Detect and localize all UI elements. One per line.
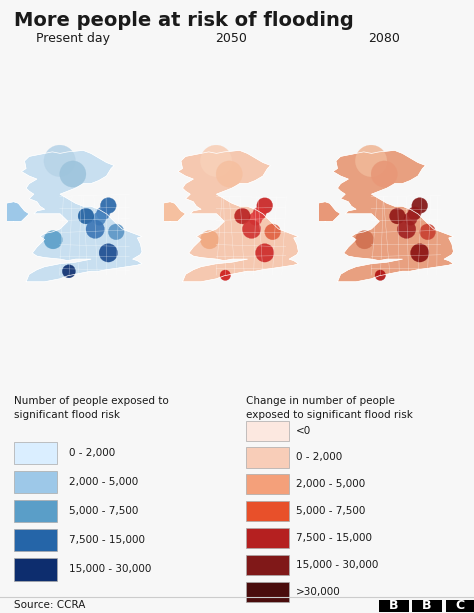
Circle shape (264, 224, 281, 240)
Text: 5,000 - 7,500: 5,000 - 7,500 (69, 506, 138, 516)
Circle shape (100, 197, 116, 213)
Text: 2,000 - 5,000: 2,000 - 5,000 (69, 477, 138, 487)
Polygon shape (0, 202, 29, 221)
Bar (14, 529, 57, 552)
Circle shape (371, 161, 397, 187)
Circle shape (390, 208, 405, 224)
Text: More people at risk of flooding: More people at risk of flooding (14, 11, 354, 30)
Text: C: C (456, 599, 465, 612)
Circle shape (44, 145, 75, 177)
Bar (246, 474, 289, 495)
Bar (14, 442, 57, 464)
Circle shape (356, 230, 374, 249)
Text: <0: <0 (296, 425, 311, 436)
Circle shape (420, 224, 436, 240)
Bar (246, 447, 289, 468)
Circle shape (242, 220, 261, 238)
Text: 2,000 - 5,000: 2,000 - 5,000 (296, 479, 365, 489)
Polygon shape (333, 150, 454, 282)
Text: 15,000 - 30,000: 15,000 - 30,000 (296, 560, 379, 570)
Bar (14, 558, 57, 581)
Circle shape (216, 161, 242, 187)
Circle shape (249, 212, 262, 226)
Circle shape (62, 265, 75, 278)
Text: Number of people exposed to
significant flood risk: Number of people exposed to significant … (14, 396, 169, 420)
Circle shape (108, 224, 124, 240)
Bar (412, 600, 442, 612)
Bar (446, 600, 474, 612)
Bar (246, 528, 289, 548)
Text: 7,500 - 15,000: 7,500 - 15,000 (296, 533, 372, 543)
Text: 2080: 2080 (368, 32, 400, 45)
Circle shape (412, 197, 428, 213)
Circle shape (60, 161, 86, 187)
Circle shape (408, 207, 421, 220)
Bar (246, 555, 289, 575)
Polygon shape (178, 150, 299, 282)
Text: B: B (422, 599, 432, 612)
Text: Change in number of people
exposed to significant flood risk: Change in number of people exposed to si… (246, 396, 413, 420)
Bar (246, 501, 289, 521)
Text: Source: CCRA: Source: CCRA (14, 600, 86, 610)
Text: 0 - 2,000: 0 - 2,000 (296, 452, 343, 462)
Polygon shape (150, 202, 185, 221)
Circle shape (375, 270, 385, 281)
Circle shape (397, 220, 416, 238)
Circle shape (356, 145, 387, 177)
Circle shape (255, 244, 274, 262)
Circle shape (235, 208, 250, 224)
Circle shape (257, 197, 273, 213)
Circle shape (99, 244, 118, 262)
Bar (14, 500, 57, 522)
Text: B: B (389, 599, 399, 612)
Circle shape (253, 207, 266, 220)
Text: Present day: Present day (36, 32, 110, 45)
Circle shape (201, 145, 232, 177)
Bar (246, 421, 289, 441)
Circle shape (44, 230, 62, 249)
Text: 0 - 2,000: 0 - 2,000 (69, 448, 115, 458)
Bar (379, 600, 409, 612)
Text: >30,000: >30,000 (296, 587, 341, 596)
Text: 15,000 - 30,000: 15,000 - 30,000 (69, 565, 151, 574)
Circle shape (220, 270, 230, 281)
Polygon shape (21, 150, 142, 282)
Bar (14, 471, 57, 493)
Circle shape (78, 208, 94, 224)
Text: 7,500 - 15,000: 7,500 - 15,000 (69, 535, 145, 546)
Circle shape (201, 230, 219, 249)
Circle shape (86, 220, 104, 238)
Circle shape (92, 212, 106, 226)
Polygon shape (305, 202, 340, 221)
Circle shape (410, 244, 429, 262)
Bar (246, 582, 289, 602)
Circle shape (97, 207, 109, 220)
Text: 2050: 2050 (215, 32, 247, 45)
Circle shape (404, 212, 417, 226)
Text: 5,000 - 7,500: 5,000 - 7,500 (296, 506, 365, 516)
